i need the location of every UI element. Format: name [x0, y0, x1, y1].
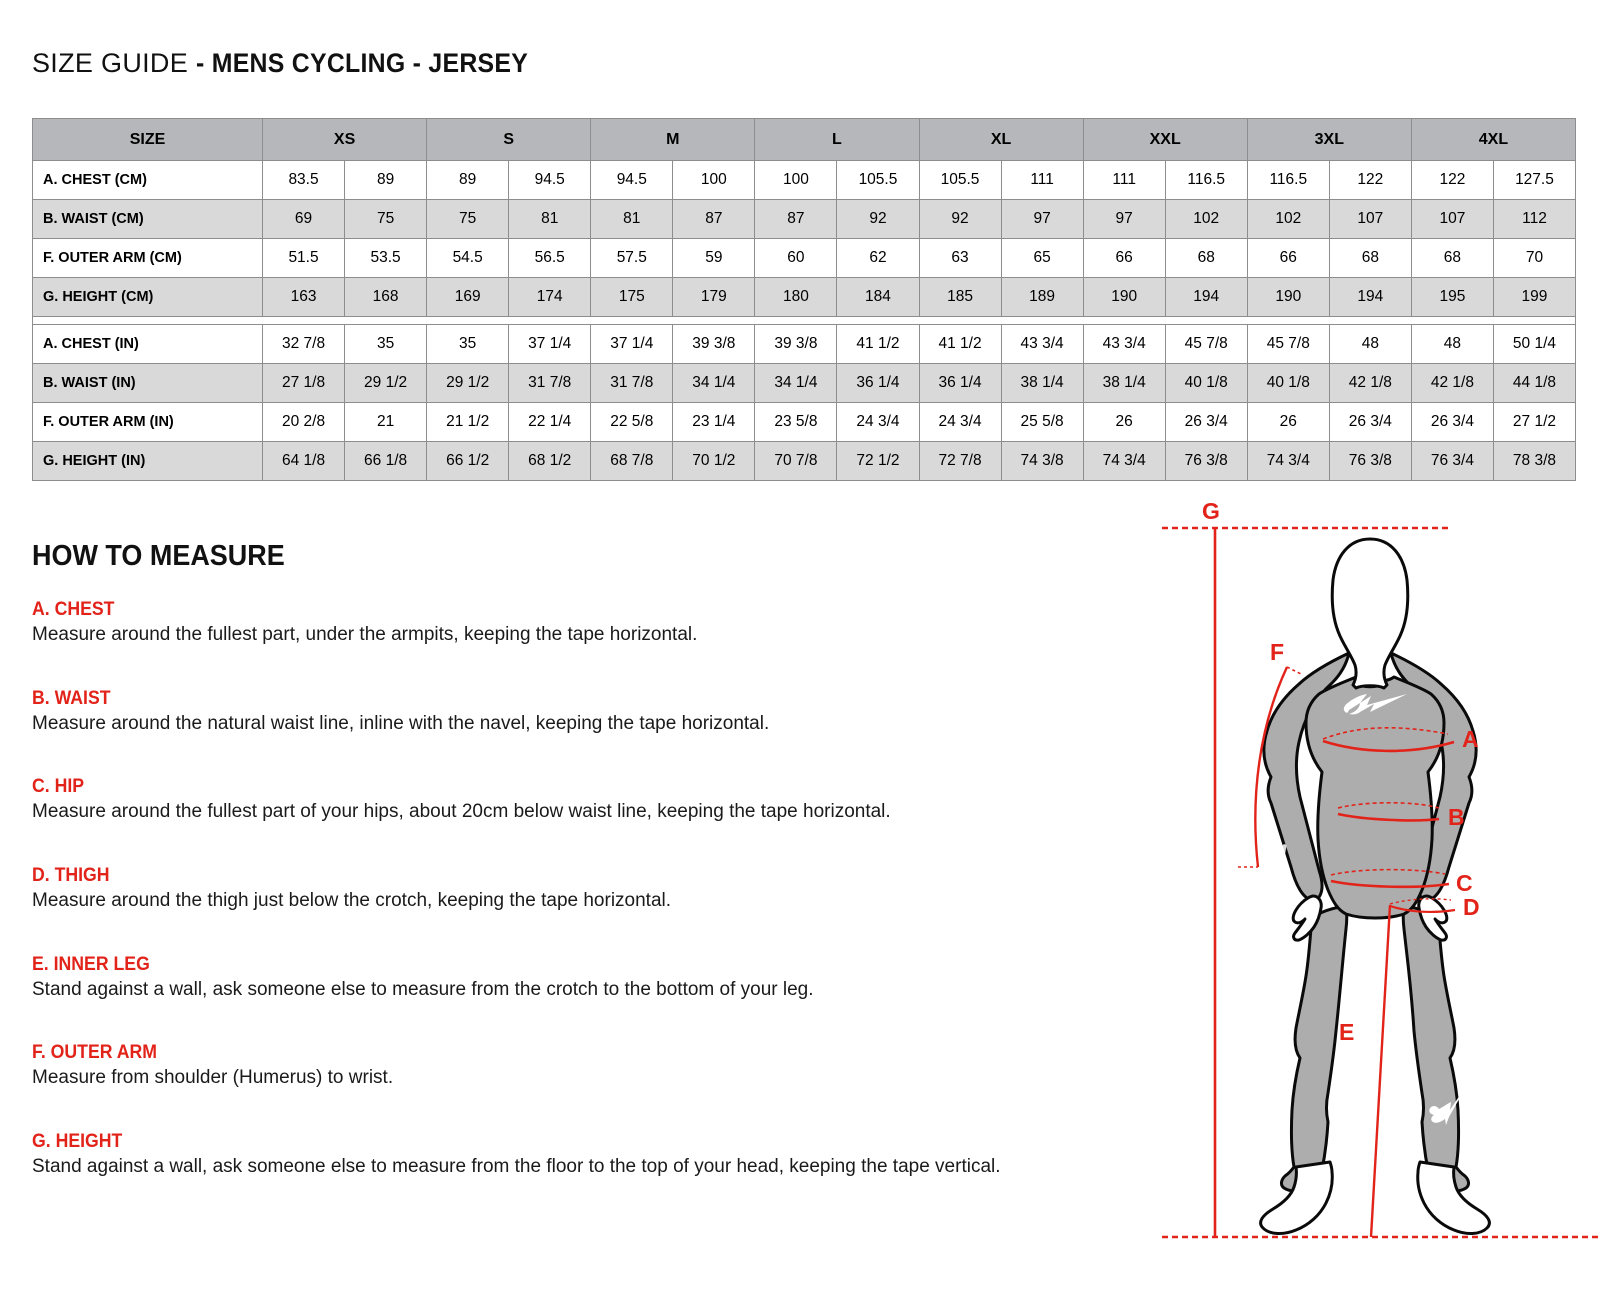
svg-text:D: D: [1463, 894, 1480, 920]
svg-text:C: C: [1456, 870, 1473, 896]
svg-text:G: G: [1202, 498, 1220, 524]
svg-text:E: E: [1339, 1019, 1354, 1045]
svg-text:F: F: [1270, 639, 1284, 665]
svg-text:B: B: [1448, 804, 1465, 830]
svg-text:A: A: [1462, 726, 1479, 752]
